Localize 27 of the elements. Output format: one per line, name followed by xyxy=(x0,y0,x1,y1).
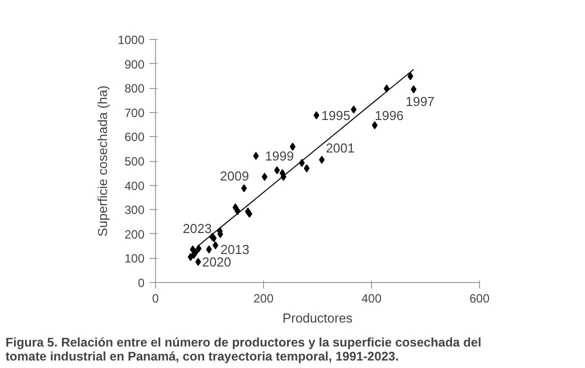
y-tick-label: 700 xyxy=(124,106,145,120)
annotation: 2009 xyxy=(220,168,249,184)
annotation: 2023 xyxy=(182,220,212,236)
x-tick-label: 600 xyxy=(469,292,490,306)
y-tick-label: 500 xyxy=(124,154,145,168)
annotation: 1995 xyxy=(321,108,350,123)
annotation: 2001 xyxy=(326,140,355,156)
y-tick-label: 800 xyxy=(124,82,145,96)
y-tick-label: 900 xyxy=(124,57,145,72)
annotation: 1997 xyxy=(406,94,435,109)
x-tick-label: 0 xyxy=(152,292,160,306)
y-tick-label: 0 xyxy=(138,276,145,290)
x-tick-label: 400 xyxy=(361,292,382,306)
y-axis-title: Superficie cosechada (ha) xyxy=(94,85,110,237)
y-tick-label: 400 xyxy=(124,178,145,193)
y-tick-label: 600 xyxy=(124,130,145,144)
annotation: 2013 xyxy=(220,242,250,257)
y-tick-label: 100 xyxy=(124,252,145,266)
annotation: 1996 xyxy=(374,108,404,123)
x-axis-title: Productores xyxy=(282,310,354,326)
x-tick-label: 200 xyxy=(253,292,274,306)
text: Figura 5. Relación entre el número de productores y la superficie cosechada del tomate industrial en Panamá, con trayectoria temporal, 1991-2023. xyxy=(6,336,482,364)
y-tick-label: 1000 xyxy=(118,33,145,47)
annotation: 2020 xyxy=(202,254,232,270)
y-tick-label: 200 xyxy=(124,227,145,242)
y-tick-label: 300 xyxy=(124,203,145,218)
annotation: 1999 xyxy=(264,148,294,164)
